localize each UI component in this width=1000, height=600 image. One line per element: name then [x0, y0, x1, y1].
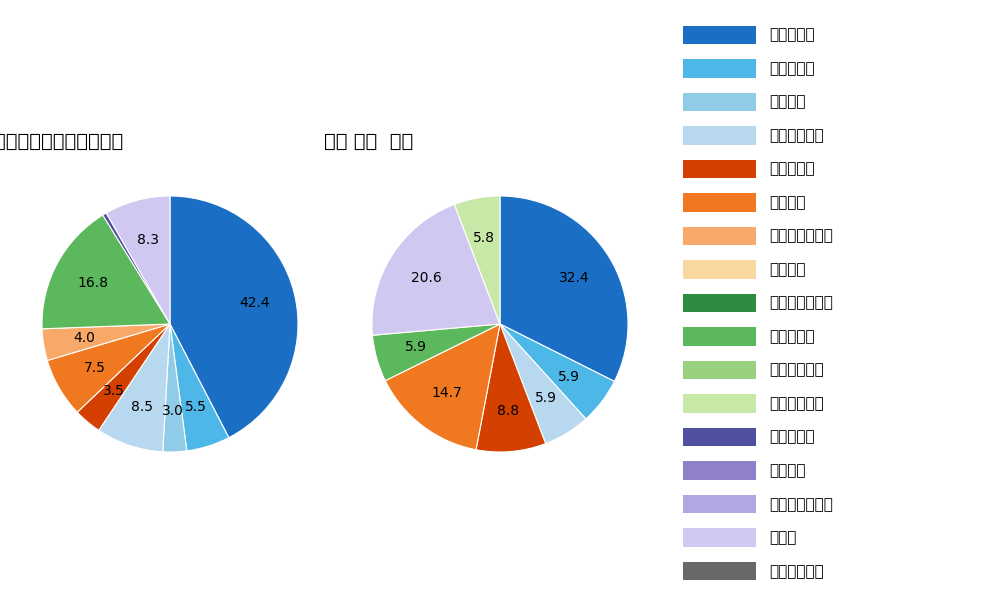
- Wedge shape: [163, 324, 187, 452]
- Text: カットボール: カットボール: [769, 128, 824, 143]
- Text: チェンジアップ: チェンジアップ: [769, 229, 833, 244]
- Text: 8.3: 8.3: [137, 233, 159, 247]
- FancyBboxPatch shape: [683, 495, 756, 514]
- FancyBboxPatch shape: [683, 294, 756, 312]
- FancyBboxPatch shape: [683, 59, 756, 77]
- Text: スプリット: スプリット: [769, 161, 815, 176]
- FancyBboxPatch shape: [683, 126, 756, 145]
- Text: 32.4: 32.4: [559, 271, 589, 285]
- FancyBboxPatch shape: [683, 529, 756, 547]
- Text: 高速スライダー: 高速スライダー: [769, 295, 833, 311]
- Text: 14.7: 14.7: [432, 386, 463, 400]
- FancyBboxPatch shape: [683, 193, 756, 212]
- Wedge shape: [106, 196, 170, 324]
- Text: パワーカーブ: パワーカーブ: [769, 396, 824, 411]
- Text: 縦スライダー: 縦スライダー: [769, 362, 824, 377]
- Text: シンカー: シンカー: [769, 262, 806, 277]
- Text: スクリュー: スクリュー: [769, 430, 815, 445]
- Text: 8.5: 8.5: [131, 400, 153, 413]
- Text: 3.5: 3.5: [103, 383, 125, 398]
- Text: シュート: シュート: [769, 94, 806, 109]
- FancyBboxPatch shape: [683, 26, 756, 44]
- FancyBboxPatch shape: [683, 428, 756, 446]
- Text: 42.4: 42.4: [239, 296, 270, 310]
- Text: スライダー: スライダー: [769, 329, 815, 344]
- Text: 5.9: 5.9: [534, 391, 556, 405]
- Text: スローカーブ: スローカーブ: [769, 564, 824, 579]
- Wedge shape: [454, 196, 500, 324]
- Wedge shape: [77, 324, 170, 430]
- FancyBboxPatch shape: [683, 562, 756, 580]
- Text: 16.8: 16.8: [78, 276, 109, 290]
- Wedge shape: [103, 213, 170, 324]
- Wedge shape: [42, 215, 170, 329]
- Text: 5.8: 5.8: [473, 232, 495, 245]
- Text: フォーク: フォーク: [769, 195, 806, 210]
- Text: 5.5: 5.5: [185, 400, 207, 414]
- Wedge shape: [500, 196, 628, 382]
- Wedge shape: [99, 324, 170, 452]
- FancyBboxPatch shape: [683, 394, 756, 413]
- Text: 5.9: 5.9: [405, 340, 427, 355]
- Text: ナックルカーブ: ナックルカーブ: [769, 497, 833, 512]
- Wedge shape: [170, 324, 229, 451]
- Text: ツーシーム: ツーシーム: [769, 61, 815, 76]
- FancyBboxPatch shape: [683, 227, 756, 245]
- Text: カーブ: カーブ: [769, 530, 796, 545]
- Text: 8.8: 8.8: [497, 404, 519, 418]
- Text: 5.9: 5.9: [558, 370, 580, 383]
- Wedge shape: [500, 324, 586, 443]
- Wedge shape: [170, 196, 298, 437]
- Wedge shape: [42, 324, 170, 361]
- Text: 20.6: 20.6: [411, 271, 442, 285]
- FancyBboxPatch shape: [683, 160, 756, 178]
- Text: 4.0: 4.0: [73, 331, 95, 345]
- Text: ストレート: ストレート: [769, 27, 815, 42]
- FancyBboxPatch shape: [683, 92, 756, 111]
- FancyBboxPatch shape: [683, 328, 756, 346]
- Text: 3.0: 3.0: [162, 404, 184, 418]
- FancyBboxPatch shape: [683, 461, 756, 480]
- FancyBboxPatch shape: [683, 361, 756, 379]
- FancyBboxPatch shape: [683, 260, 756, 278]
- Wedge shape: [372, 205, 500, 335]
- Wedge shape: [385, 324, 500, 450]
- Text: ナックル: ナックル: [769, 463, 806, 478]
- Text: 7.5: 7.5: [84, 361, 106, 374]
- Wedge shape: [476, 324, 546, 452]
- Text: 若林 晰弘  選手: 若林 晰弘 選手: [324, 133, 413, 151]
- Text: セ・リーグ全プレイヤー: セ・リーグ全プレイヤー: [0, 133, 123, 151]
- Wedge shape: [372, 324, 500, 380]
- Wedge shape: [500, 324, 614, 419]
- Wedge shape: [47, 324, 170, 412]
